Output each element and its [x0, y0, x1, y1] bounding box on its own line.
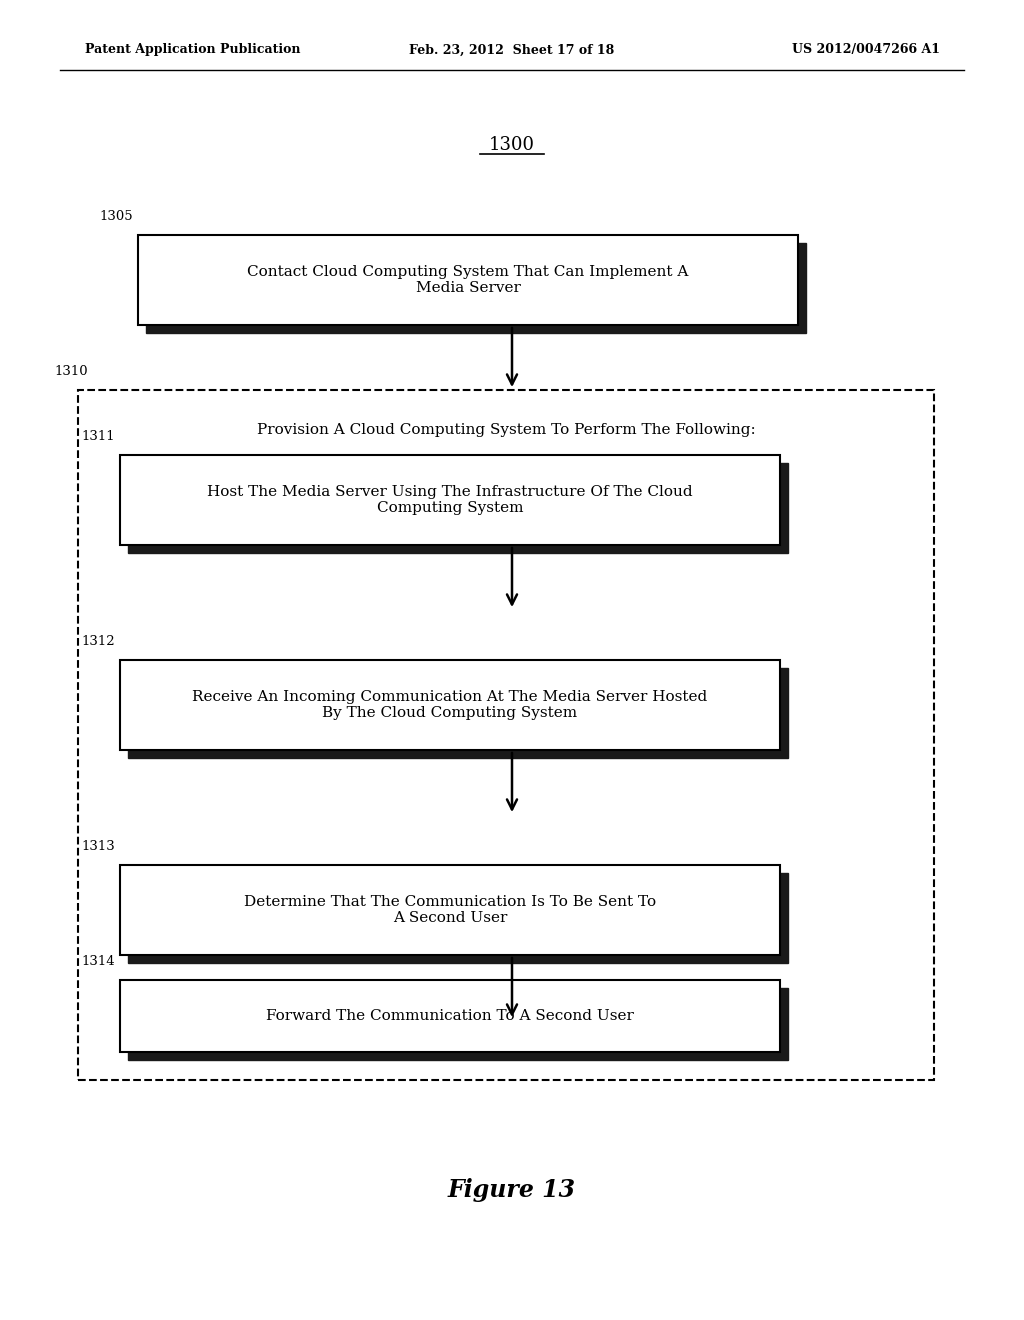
Text: 1305: 1305	[99, 210, 133, 223]
FancyBboxPatch shape	[128, 463, 788, 553]
Text: 1310: 1310	[54, 366, 88, 378]
Text: Determine That The Communication Is To Be Sent To
A Second User: Determine That The Communication Is To B…	[244, 895, 656, 925]
FancyBboxPatch shape	[120, 455, 780, 545]
Text: Contact Cloud Computing System That Can Implement A
Media Server: Contact Cloud Computing System That Can …	[248, 265, 689, 296]
FancyBboxPatch shape	[128, 987, 788, 1060]
FancyBboxPatch shape	[120, 660, 780, 750]
Text: Receive An Incoming Communication At The Media Server Hosted
By The Cloud Comput: Receive An Incoming Communication At The…	[193, 690, 708, 721]
Text: 1312: 1312	[81, 635, 115, 648]
FancyBboxPatch shape	[120, 979, 780, 1052]
FancyBboxPatch shape	[128, 873, 788, 964]
Text: Figure 13: Figure 13	[447, 1177, 577, 1203]
FancyBboxPatch shape	[138, 235, 798, 325]
Text: Patent Application Publication: Patent Application Publication	[85, 44, 300, 57]
Text: Forward The Communication To A Second User: Forward The Communication To A Second Us…	[266, 1008, 634, 1023]
Text: Feb. 23, 2012  Sheet 17 of 18: Feb. 23, 2012 Sheet 17 of 18	[410, 44, 614, 57]
Text: Host The Media Server Using The Infrastructure Of The Cloud
Computing System: Host The Media Server Using The Infrastr…	[207, 484, 693, 515]
FancyBboxPatch shape	[146, 243, 806, 333]
Text: 1311: 1311	[81, 430, 115, 444]
Text: US 2012/0047266 A1: US 2012/0047266 A1	[792, 44, 940, 57]
FancyBboxPatch shape	[128, 668, 788, 758]
Text: 1313: 1313	[81, 840, 115, 853]
FancyBboxPatch shape	[120, 865, 780, 954]
Text: 1300: 1300	[489, 136, 535, 154]
Text: 1314: 1314	[81, 954, 115, 968]
Text: Provision A Cloud Computing System To Perform The Following:: Provision A Cloud Computing System To Pe…	[257, 422, 756, 437]
